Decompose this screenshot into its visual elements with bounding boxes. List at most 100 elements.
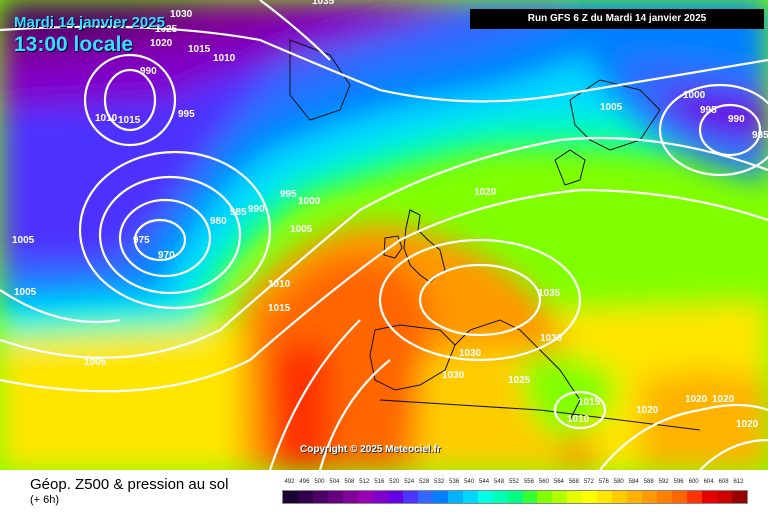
color-scale-swatch: [582, 491, 598, 503]
color-scale-label: 500: [314, 479, 325, 485]
isobar-label: 1030: [170, 9, 193, 20]
copyright-notice: Copyright © 2025 Meteociel.fr: [300, 444, 441, 455]
color-scale-swatch: [402, 491, 418, 503]
color-scale-swatch: [522, 491, 538, 503]
color-scale-label: 524: [404, 479, 415, 485]
lead-time: (+ 6h): [30, 494, 60, 506]
isobar-label: 995: [178, 109, 195, 120]
isobar-label: 1015: [188, 44, 211, 55]
color-scale-swatch: [702, 491, 718, 503]
isobar-label: 1035: [312, 0, 335, 7]
color-scale-label: 596: [673, 479, 684, 485]
color-scale-label: 600: [688, 479, 699, 485]
isobar-label: 1010: [268, 279, 291, 290]
color-scale-label: 532: [434, 479, 445, 485]
isobar-value-labels: 1030 1025 1020 1015 1010 990 1010 1015 9…: [12, 0, 768, 430]
color-scale-label: 564: [553, 479, 564, 485]
color-scale-swatch: [387, 491, 403, 503]
forecast-local-time: 13:00 locale: [14, 33, 134, 56]
isobar-label: 1005: [290, 224, 313, 235]
color-scale-label: 540: [464, 479, 475, 485]
isobar-label: 1020: [150, 38, 173, 49]
color-scale-swatch: [432, 491, 448, 503]
color-scale-label: 512: [359, 479, 370, 485]
isobar-lines: [0, 0, 768, 470]
isobar-label: 1030: [442, 370, 465, 381]
color-scale-label: 592: [658, 479, 669, 485]
isobar-label: 995: [280, 189, 297, 200]
color-scale-swatch: [492, 491, 508, 503]
isobar-label: 1010: [213, 53, 236, 64]
color-scale-swatch: [597, 491, 613, 503]
color-scale-bar: [282, 490, 748, 504]
isobar-label: 1030: [459, 348, 482, 359]
isobar-label: 995: [700, 105, 717, 116]
isobar-label: 980: [210, 216, 227, 227]
isobar-label: 975: [133, 235, 150, 246]
isobar-label: 1005: [84, 357, 107, 368]
isobar-label: 1015: [578, 397, 601, 408]
color-scale-label: 604: [703, 479, 714, 485]
color-scale-swatch: [567, 491, 583, 503]
color-scale-swatch: [627, 491, 643, 503]
isobar-label: 1020: [736, 419, 759, 430]
isobar-label: 1030: [540, 333, 563, 344]
color-scale-label: 556: [523, 479, 534, 485]
color-scale-swatch: [312, 491, 328, 503]
color-scale-swatch: [552, 491, 568, 503]
color-scale-label: 504: [329, 479, 340, 485]
field-title: Géop. Z500 & pression au sol: [30, 476, 229, 493]
color-scale-label: 612: [733, 479, 744, 485]
color-scale-label: 544: [479, 479, 490, 485]
color-scale-label: 536: [449, 479, 460, 485]
isobar-label: 1005: [14, 287, 37, 298]
isobar-label: 1020: [474, 187, 497, 198]
forecast-date: Mardi 14 janvier 2025: [14, 14, 165, 31]
isobar-label: 1000: [298, 196, 321, 207]
isobar-label: 1010: [95, 113, 118, 124]
color-scale-label: 516: [374, 479, 385, 485]
color-scale-label: 580: [613, 479, 624, 485]
color-scale-swatch: [417, 491, 433, 503]
geopotential-shading: [0, 0, 768, 470]
isobar-label: 1020: [685, 394, 708, 405]
isobar-label: 990: [728, 114, 745, 125]
color-scale-swatch: [357, 491, 373, 503]
isobar-label: 1000: [683, 90, 706, 101]
color-scale-label: 528: [419, 479, 430, 485]
color-scale-swatch: [507, 491, 523, 503]
geopotential-map: 1030 1025 1020 1015 1010 990 1010 1015 9…: [0, 0, 768, 470]
color-scale-swatch: [372, 491, 388, 503]
color-scale-swatch: [447, 491, 463, 503]
color-scale-label: 568: [568, 479, 579, 485]
color-scale-swatch: [537, 491, 553, 503]
color-scale-labels: 492 496 500 504 508 512 516 520 524 528 532 536 540 5…: [282, 479, 746, 488]
isobar-label: 1020: [636, 405, 659, 416]
color-scale-swatch: [477, 491, 493, 503]
color-scale-swatch: [283, 491, 298, 503]
isobar-label: 1025: [155, 24, 178, 35]
color-scale-label: 588: [643, 479, 654, 485]
isobar-label: 1035: [538, 288, 561, 299]
color-scale-swatch: [327, 491, 343, 503]
isobar-label: 1015: [268, 303, 291, 314]
isobar-label: 1015: [118, 115, 141, 126]
isobar-label: 1025: [508, 375, 531, 386]
color-scale-swatch: [342, 491, 358, 503]
color-scale-swatch: [612, 491, 628, 503]
color-scale-label: 560: [538, 479, 549, 485]
isobar-label: 1005: [600, 102, 623, 113]
color-scale-label: 508: [344, 479, 355, 485]
color-scale-swatch: [687, 491, 703, 503]
color-scale-swatch: [717, 491, 733, 503]
color-scale-label: 496: [299, 479, 310, 485]
color-scale-swatch: [657, 491, 673, 503]
isobar-label: 1005: [12, 235, 35, 246]
model-run-info: Run GFS 6 Z du Mardi 14 janvier 2025: [470, 9, 764, 29]
color-scale-swatch: [642, 491, 658, 503]
color-scale-label: 572: [583, 479, 594, 485]
isobar-label: 985: [752, 130, 768, 141]
color-scale-label: 492: [284, 479, 295, 485]
isobar-label: 990: [248, 204, 265, 215]
